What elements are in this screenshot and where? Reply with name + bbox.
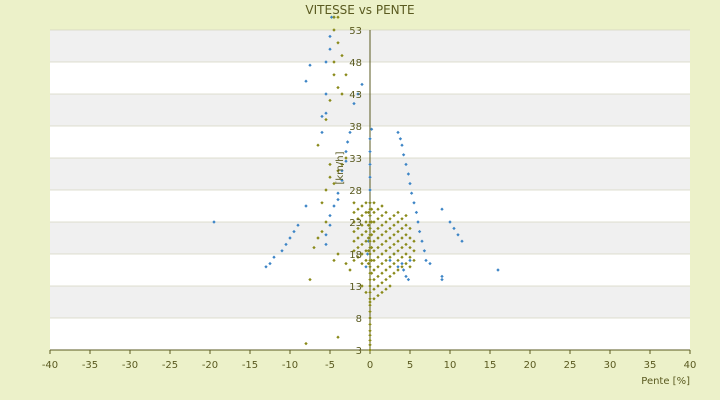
y-tick-label: 3 — [356, 346, 362, 357]
data-point-olive — [340, 92, 344, 96]
x-tick-label: -35 — [82, 360, 98, 371]
data-point-olive — [366, 223, 371, 227]
y-tick-label: 38 — [349, 122, 362, 133]
data-point-blue — [324, 111, 328, 115]
x-tick-label: -5 — [325, 360, 335, 371]
data-point-olive — [336, 41, 340, 45]
data-point-blue — [328, 47, 332, 51]
data-point-blue — [304, 79, 308, 83]
y-axis-title: [km/h] — [335, 151, 346, 184]
x-tick-label: 30 — [604, 360, 617, 371]
x-axis-title: Pente [%] — [641, 376, 690, 387]
data-point-blue — [324, 92, 328, 96]
data-point-blue — [406, 172, 411, 176]
y-tick-label: 48 — [349, 58, 362, 69]
x-tick-label: -30 — [122, 360, 138, 371]
x-tick-label: -15 — [242, 360, 258, 371]
y-tick-label: 28 — [349, 186, 362, 197]
y-tick-label: 53 — [349, 26, 362, 37]
x-tick-label: -25 — [162, 360, 178, 371]
data-point-blue — [414, 210, 419, 215]
x-tick-label: 15 — [484, 360, 497, 371]
y-tick-label: 8 — [356, 314, 362, 325]
data-point-olive — [332, 15, 336, 19]
data-point-olive — [366, 236, 371, 240]
y-tick-label: 33 — [349, 154, 362, 165]
x-tick-label: -20 — [202, 360, 218, 371]
data-point-blue — [308, 63, 312, 67]
data-point-olive — [332, 60, 336, 64]
data-point-blue — [356, 92, 360, 96]
x-tick-label: 20 — [524, 360, 537, 371]
x-tick-label: -10 — [282, 360, 298, 371]
tick-labels: -40 -35 -30 -25 -20 -15 -10 -5 0 5 10 15 20 25 30 35 40 3… — [42, 26, 697, 371]
x-tick-label: 10 — [444, 360, 457, 371]
data-point-blue — [324, 60, 328, 64]
y-tick-label: 43 — [349, 90, 362, 101]
data-point-blue — [328, 34, 332, 39]
x-tick-label: -40 — [42, 360, 58, 371]
y-tick-label: 18 — [349, 250, 362, 261]
data-point-blue — [398, 137, 403, 141]
x-tick-label: 35 — [644, 360, 657, 371]
x-tick-label: 25 — [564, 360, 577, 371]
y-tick-label: 13 — [349, 282, 362, 293]
data-point-olive — [366, 210, 371, 215]
data-point-blue — [352, 101, 356, 106]
data-point-olive — [336, 85, 340, 90]
x-tick-label: 40 — [684, 360, 697, 371]
data-point-olive — [324, 117, 328, 122]
chart-title: VITESSE vs PENTE — [305, 3, 415, 17]
y-tick-label: 23 — [349, 218, 362, 229]
data-point-olive — [336, 15, 340, 19]
x-tick-label: 5 — [407, 360, 413, 371]
data-point-olive — [340, 53, 344, 58]
data-point-olive — [366, 249, 371, 253]
data-point-blue — [212, 220, 216, 224]
x-tick-label: 0 — [367, 360, 373, 371]
data-point-blue — [422, 249, 427, 253]
